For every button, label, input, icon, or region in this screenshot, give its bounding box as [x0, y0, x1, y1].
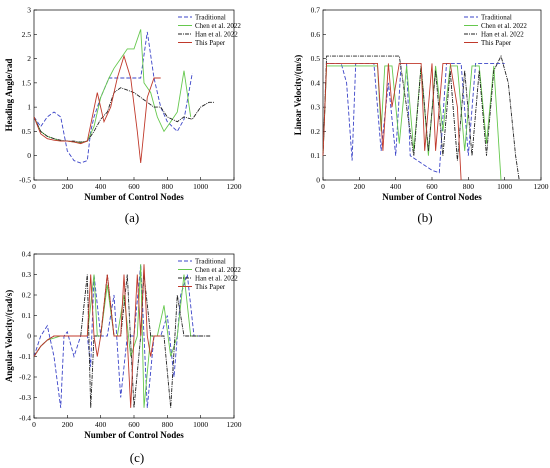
- panel-label: (b): [417, 210, 432, 225]
- legend-entry: This Paper: [195, 39, 226, 47]
- legend-entry: Traditional: [195, 14, 226, 22]
- series-line-han-et-al-2022: [33, 274, 211, 408]
- x-tick-label: 0: [32, 182, 36, 191]
- legend-entry: Chen et al. 2022: [195, 266, 241, 274]
- x-axis-label: Number of Control Nodes: [382, 192, 482, 202]
- y-tick-label: 0.3: [311, 103, 321, 112]
- series-line-traditional: [322, 62, 505, 174]
- y-tick-label: 0: [27, 332, 31, 341]
- x-axis-label: Number of Control Nodes: [84, 430, 184, 440]
- y-tick-label: 0.2: [311, 127, 321, 136]
- legend-entry: Han et al. 2022: [195, 31, 238, 39]
- x-tick-label: 0: [321, 182, 325, 191]
- x-tick-label: 1000: [193, 420, 208, 429]
- y-tick-label: 0: [316, 176, 320, 185]
- x-tick-label: 1200: [227, 182, 242, 191]
- x-tick-label: 800: [463, 182, 475, 191]
- y-tick-label: 0.5: [311, 54, 321, 63]
- chart-b: 0 200 400 600 800 1000 1200 0 0.1 0.2 0.3 0.4 0.5 0.6…: [293, 6, 549, 226]
- legend-entry: Han et al. 2022: [481, 31, 524, 39]
- y-tick-label: 2: [27, 54, 31, 63]
- y-axis-label: Heading Angle/rad: [4, 59, 14, 132]
- x-tick-label: 800: [162, 420, 174, 429]
- x-tick-label: 1200: [534, 182, 549, 191]
- x-tick-label: 200: [62, 420, 74, 429]
- x-axis-label: Number of Control Nodes: [84, 192, 184, 202]
- x-tick-label: 1000: [497, 182, 512, 191]
- series-line-chen-et-al-2022: [33, 29, 192, 144]
- y-axis-label: Linear Velocity/(m/s): [293, 55, 303, 136]
- y-tick-label: -0.2: [19, 373, 31, 382]
- series-line-han-et-al-2022: [33, 87, 214, 143]
- x-tick-label: 600: [128, 182, 140, 191]
- y-tick-label: 3: [27, 6, 31, 15]
- x-tick-label: 600: [128, 420, 140, 429]
- legend-entry: This Paper: [481, 39, 512, 47]
- x-tick-label: 1000: [193, 182, 208, 191]
- y-tick-label: 0.6: [311, 30, 321, 39]
- chart-c: 0 200 400 600 800 1000 1200 -0.4 -0.3 -0.2 -0.1 0 0.…: [4, 250, 242, 466]
- x-tick-label: 400: [95, 420, 107, 429]
- legend-entry: Chen et al. 2022: [195, 22, 241, 30]
- y-tick-label: -0.3: [19, 393, 31, 402]
- x-tick-label: 400: [95, 182, 107, 191]
- legend-entry: Traditional: [195, 258, 226, 266]
- y-tick-label: -0.5: [19, 176, 31, 185]
- x-tick-label: 200: [62, 182, 74, 191]
- y-tick-label: 1: [27, 103, 31, 112]
- y-tick-label: -0.1: [19, 352, 31, 361]
- y-tick-label: 2.5: [22, 30, 32, 39]
- series-line-this-paper: [33, 54, 161, 164]
- series-line-chen-et-al-2022: [322, 65, 502, 181]
- x-tick-label: 0: [32, 420, 36, 429]
- y-tick-label: 0.1: [22, 311, 32, 320]
- legend-entry: This Paper: [195, 283, 226, 291]
- x-tick-label: 200: [354, 182, 366, 191]
- y-tick-label: 0: [27, 151, 31, 160]
- y-tick-label: 0.1: [311, 151, 321, 160]
- y-tick-label: 1.5: [22, 78, 32, 87]
- x-tick-label: 1200: [227, 420, 242, 429]
- x-tick-label: 800: [162, 182, 174, 191]
- y-tick-label: 0.4: [22, 250, 32, 259]
- legend-entry: Chen et al. 2022: [481, 22, 527, 30]
- series-line-traditional: [33, 264, 201, 408]
- y-tick-label: 0.2: [22, 291, 32, 300]
- y-tick-label: 0.5: [22, 127, 32, 136]
- y-tick-label: 0.3: [22, 270, 32, 279]
- chart-a: 0 200 400 600 800 1000 1200-0.500.511.522.53Nu…: [4, 6, 242, 226]
- x-tick-label: 600: [426, 182, 438, 191]
- legend-entry: Han et al. 2022: [195, 275, 238, 283]
- x-tick-label: 400: [390, 182, 402, 191]
- series-line-han-et-al-2022: [322, 54, 520, 181]
- y-tick-label: -0.4: [19, 414, 31, 423]
- y-tick-label: 0.4: [311, 78, 321, 87]
- series-line-this-paper: [33, 264, 161, 408]
- panel-label: (c): [130, 450, 144, 465]
- legend-entry: Traditional: [481, 14, 512, 22]
- y-tick-label: 0.7: [311, 6, 321, 15]
- y-axis-label: Angular Velocity/(rad/s): [4, 290, 14, 383]
- panel-label: (a): [125, 210, 139, 225]
- series-line-this-paper: [322, 62, 462, 181]
